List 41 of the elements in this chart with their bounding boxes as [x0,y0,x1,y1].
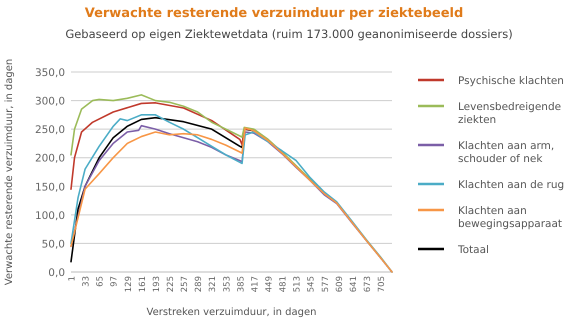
x-tick-label: 161 [138,276,148,292]
x-tick-label: 321 [208,276,218,292]
chart-title: Verwachte resterende verzuimduur per ziektebeeld [84,6,464,21]
x-tick-label: 1 [68,276,78,282]
y-tick-label: 0,0 [48,267,65,279]
y-tick-label: 200,0 [34,152,65,165]
x-tick-label: 417 [250,276,260,292]
chart-subtitle: Gebaseerd op eigen Ziektewetdata (ruim 173.000 geanonimiseerde dossiers) [65,27,513,41]
y-tick-label: 250,0 [34,124,65,136]
x-tick-label: 97 [110,276,120,287]
x-tick-label: 289 [194,276,204,292]
legend-label: Klachten aan de rug [458,179,564,191]
legend-label: Psychische klachten [458,75,564,87]
y-tick-label: 150,0 [34,181,65,194]
x-tick-label: 577 [320,276,331,292]
legend-label: Klachten aan arm, schouder of nek [458,140,554,165]
x-axis-title: Verstreken verzuimduur, in dagen [146,307,316,318]
x-tick-label: 545 [306,276,317,292]
x-tick-label: 193 [152,276,162,292]
legend-label: Levensbedreigende ziekten [458,101,562,126]
legend-label: Totaal [457,244,489,256]
x-tick-label: 257 [180,276,190,292]
y-tick-label: 50,0 [42,238,65,250]
y-tick-label: 350,0 [34,67,65,79]
legend-label: Klachten aan bewegingsapparaat [458,205,562,230]
x-tick-label: 65 [96,276,106,287]
y-axis-title: Verwachte resterende verzuimduur, in dagen [4,58,15,286]
y-tick-label: 100,0 [34,210,65,222]
x-tick-label: 385 [236,276,246,292]
x-tick-label: 353 [222,276,232,292]
x-tick-label: 609 [334,276,345,292]
x-tick-label: 513 [292,276,303,292]
x-tick-label: 705 [377,276,388,292]
x-tick-label: 33 [82,276,92,287]
x-tick-label: 129 [124,276,134,292]
x-tick-label: 449 [264,276,274,292]
y-tick-label: 300,0 [34,96,65,108]
x-tick-label: 481 [278,276,289,292]
x-tick-label: 641 [348,276,359,292]
x-tick-label: 225 [166,276,176,292]
x-tick-label: 673 [362,276,373,292]
